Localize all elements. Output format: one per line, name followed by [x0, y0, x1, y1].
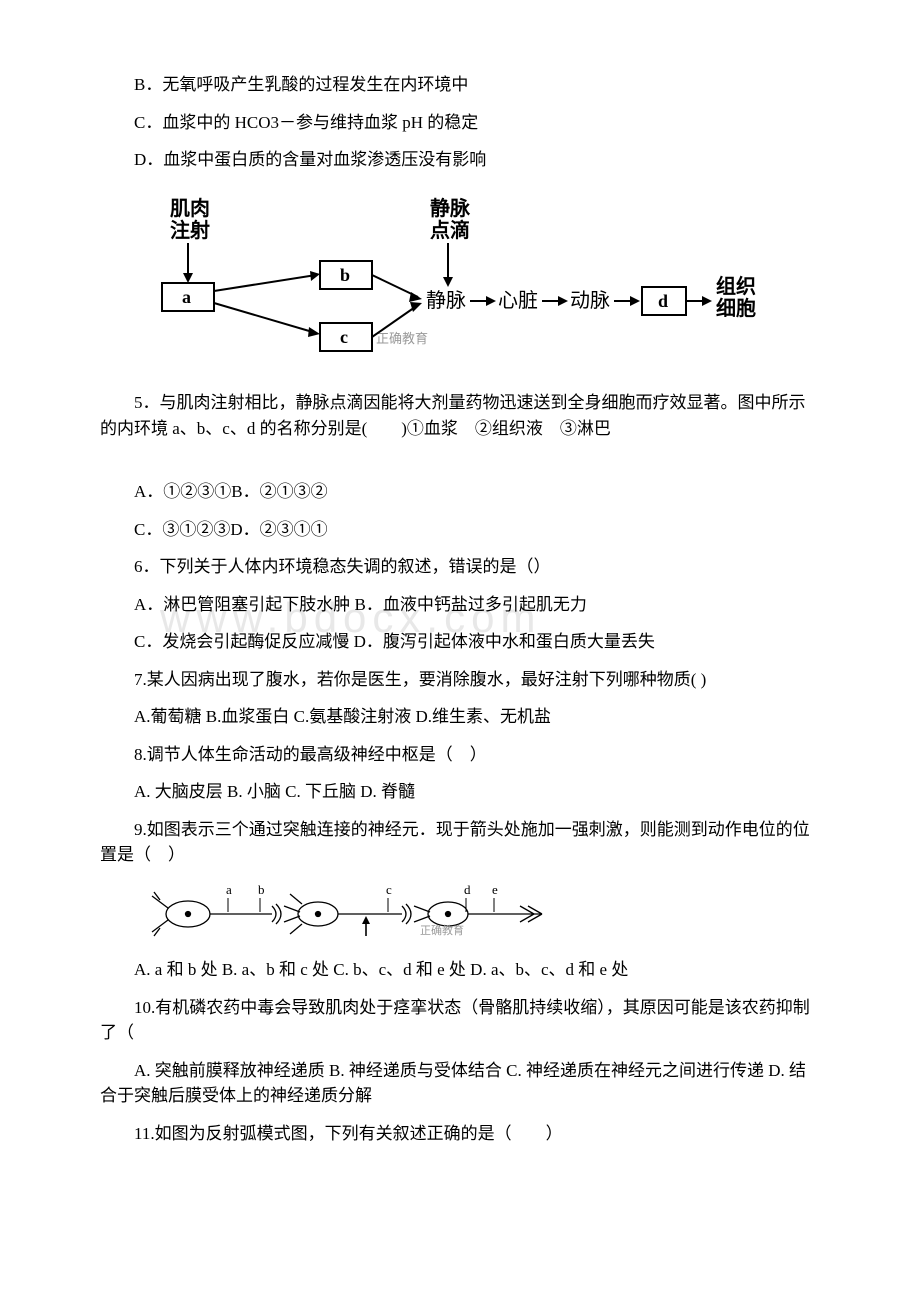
- label-tissue-1: 组织: [716, 274, 756, 298]
- label-heart: 心脏: [498, 289, 538, 312]
- injection-diagram: 肌肉 注射 a 静脉 点滴 b c 正确教育: [140, 193, 820, 371]
- neuron-label-b: b: [258, 882, 265, 897]
- diagram-watermark: 正确教育: [376, 331, 428, 346]
- q5-stem: 5．与肌肉注射相比，静脉点滴因能将大剂量药物迅速送到全身细胞而疗效显著。图中所示…: [100, 390, 820, 441]
- label-artery: 动脉: [570, 289, 610, 312]
- neuron-label-d: d: [464, 882, 471, 897]
- q11-stem: 11.如图为反射弧模式图，下列有关叙述正确的是（ ）: [100, 1121, 820, 1147]
- q9-stem: 9.如图表示三个通过突触连接的神经元．现于箭头处施加一强刺激，则能测到动作电位的…: [100, 817, 820, 868]
- q9-opts: A. a 和 b 处 B. a、b 和 c 处 C. b、c、d 和 e 处 D…: [100, 957, 820, 983]
- label-vein: 静脉: [426, 289, 466, 312]
- q8-stem: 8.调节人体生命活动的最高级神经中枢是（ ）: [100, 742, 820, 768]
- box-a: a: [182, 287, 191, 307]
- label-iv-2: 点滴: [430, 218, 470, 242]
- q6-opt-a: A．淋巴管阻塞引起下肢水肿 B．血液中钙盐过多引起肌无力: [100, 592, 820, 618]
- label-muscle-2: 注射: [170, 218, 210, 242]
- q7-stem: 7.某人因病出现了腹水，若你是医生，要消除腹水，最好注射下列哪种物质( ): [100, 667, 820, 693]
- box-b: b: [340, 265, 350, 285]
- q8-opts: A. 大脑皮层 B. 小脑 C. 下丘脑 D. 脊髓: [100, 779, 820, 805]
- box-c: c: [340, 327, 348, 347]
- label-iv-1: 静脉: [430, 196, 471, 220]
- q5-opt-c: C．③①②③D．②③①①: [100, 517, 820, 543]
- box-d: d: [658, 291, 668, 311]
- neuron-label-a: a: [226, 882, 232, 897]
- option-c: C．血浆中的 HCO3－参与维持血浆 pH 的稳定: [100, 110, 820, 136]
- label-muscle-1: 肌肉: [170, 197, 210, 220]
- q5-opt-a: A．①②③①B．②①③②: [100, 479, 820, 505]
- option-b: B．无氧呼吸产生乳酸的过程发生在内环境中: [100, 72, 820, 98]
- q6-opt-c: C．发烧会引起酶促反应减慢 D．腹泻引起体液中水和蛋白质大量丢失: [100, 629, 820, 655]
- neuron-label-c: c: [386, 882, 392, 897]
- neuron-watermark: 正确教育: [420, 923, 464, 937]
- neuron-diagram: a b c d e 正确教育: [140, 880, 820, 946]
- option-d: D．血浆中蛋白质的含量对血浆渗透压没有影响: [100, 147, 820, 173]
- q10-opts: A. 突触前膜释放神经递质 B. 神经递质与受体结合 C. 神经递质在神经元之间…: [100, 1058, 820, 1109]
- q7-opts: A.葡萄糖 B.血浆蛋白 C.氨基酸注射液 D.维生素、无机盐: [100, 704, 820, 730]
- label-tissue-2: 细胞: [716, 296, 756, 320]
- q6-stem: 6．下列关于人体内环境稳态失调的叙述，错误的是（）: [100, 554, 820, 580]
- q10-stem: 10.有机磷农药中毒会导致肌肉处于痉挛状态（骨骼肌持续收缩），其原因可能是该农药…: [100, 995, 820, 1046]
- neuron-label-e: e: [492, 882, 498, 897]
